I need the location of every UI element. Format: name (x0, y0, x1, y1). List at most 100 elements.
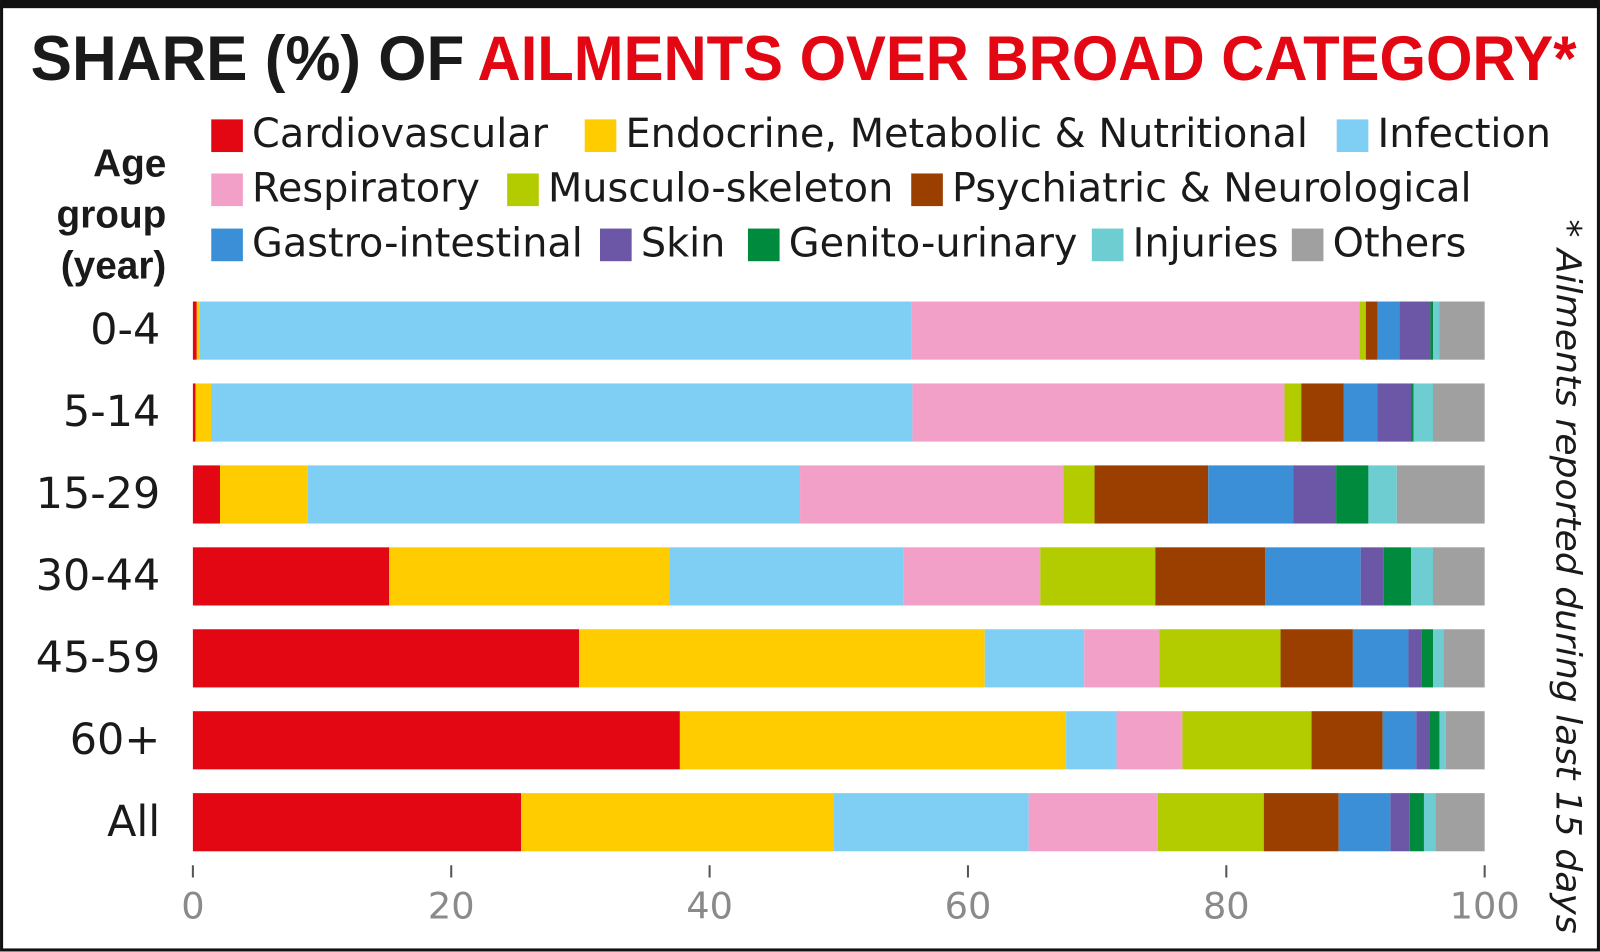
bar-segment (1301, 383, 1344, 442)
top-band (0, 0, 1600, 9)
bar-segment (1311, 711, 1383, 770)
legend-label: Others (1333, 220, 1467, 266)
bar-segment (1028, 793, 1158, 852)
legend-swatch (211, 228, 243, 262)
category-label: 30-44 (36, 551, 161, 601)
bar-segment (1390, 793, 1410, 852)
bar-segment (1338, 793, 1391, 852)
y-axis-label: (year) (61, 245, 167, 288)
x-tick-label: 20 (428, 885, 475, 928)
legend-swatch (1336, 119, 1369, 153)
category-label: 5-14 (63, 387, 160, 437)
category-label: 0-4 (90, 305, 160, 355)
bar-segment (1439, 301, 1485, 360)
bar-segment (1399, 301, 1431, 360)
bar-segment (1265, 547, 1361, 606)
bar-segment (1365, 301, 1378, 360)
bar-segment (195, 383, 211, 442)
legend-label: Gastro-intestinal (252, 220, 583, 266)
bar-segment (199, 301, 912, 360)
bar-segment (1368, 465, 1397, 524)
bar-segment (1157, 793, 1264, 852)
legend-swatch (911, 173, 943, 207)
bar-segment (192, 301, 197, 360)
bar-segment (1432, 547, 1485, 606)
bar-segment (1155, 547, 1266, 606)
bar-segment (1066, 711, 1117, 770)
legend-label: Endocrine, Metabolic & Nutritional (626, 111, 1308, 157)
legend-swatch (747, 228, 780, 262)
legend-swatch (507, 173, 539, 207)
bar-segment (1430, 301, 1433, 360)
chart-title-prefix: SHARE (%) OF (31, 24, 465, 94)
legend-swatch (211, 119, 243, 153)
y-axis-label: Age (93, 143, 166, 186)
bar-segment (192, 629, 580, 688)
bar-segment (1439, 711, 1446, 770)
bar-segment (1284, 383, 1302, 442)
bar-segment (192, 547, 390, 606)
bar-segment (1040, 547, 1156, 606)
bar-segment (1208, 465, 1294, 524)
bar-segment (911, 301, 1360, 360)
bar-segment (1443, 629, 1485, 688)
bar-segment (1063, 465, 1095, 524)
bar-segment (1280, 629, 1353, 688)
bar-segment (1116, 711, 1183, 770)
bar-segment (1336, 465, 1369, 524)
bar-segment (1432, 301, 1440, 360)
category-label: All (107, 797, 160, 847)
legend-swatch (584, 119, 617, 153)
bar-segment (1383, 547, 1412, 606)
bar-segment (1343, 383, 1378, 442)
footnote: * Ailments reported during last 15 days (1547, 219, 1587, 933)
bar-segment (1382, 711, 1417, 770)
bar-segment (800, 465, 1064, 524)
y-axis-label: group (57, 194, 167, 237)
bar-segment (192, 383, 196, 442)
x-tick-label: 80 (1203, 885, 1250, 928)
x-tick-label: 40 (686, 885, 733, 928)
legend-label: Injuries (1133, 220, 1279, 266)
bar-segment (1445, 711, 1485, 770)
legend-swatch (211, 173, 243, 207)
legend-swatch (1091, 228, 1124, 262)
bar-segment (579, 629, 985, 688)
bar-segment (1416, 711, 1430, 770)
bar-segment (1084, 629, 1160, 688)
bar-segment (1359, 301, 1366, 360)
bar-segment (1293, 465, 1337, 524)
bar-segment (669, 547, 904, 606)
x-tick-label: 60 (945, 885, 992, 928)
legend-label: Musculo-skeleton (548, 165, 893, 211)
x-tick-label: 0 (181, 885, 204, 928)
bar-segment (1429, 711, 1440, 770)
bar-segment (1377, 383, 1412, 442)
bar-segment (1421, 629, 1433, 688)
legend-label: Respiratory (252, 165, 480, 211)
bar-segment (1377, 301, 1400, 360)
category-label: 60+ (70, 715, 160, 765)
legend-label: Skin (641, 220, 726, 266)
bar-segment (1094, 465, 1209, 524)
bar-segment (679, 711, 1067, 770)
bar-segment (389, 547, 670, 606)
bar-segment (1263, 793, 1339, 852)
bar-segment (1396, 465, 1485, 524)
bar-segment (1411, 547, 1433, 606)
category-label: 15-29 (36, 469, 161, 519)
bar-segment (984, 629, 1085, 688)
legend-label: Genito-urinary (789, 220, 1078, 266)
bar-segment (1352, 629, 1409, 688)
bar-segment (210, 383, 913, 442)
bar-segment (1413, 383, 1433, 442)
bar-segment (833, 793, 1029, 852)
bar-segment (1182, 711, 1312, 770)
bar-segment (1408, 629, 1422, 688)
bar-segment (1411, 383, 1414, 442)
category-label: 45-59 (36, 633, 161, 683)
x-tick-label: 100 (1450, 885, 1520, 928)
bar-segment (1423, 793, 1436, 852)
bar-segment (912, 383, 1285, 442)
legend-swatch (1291, 228, 1324, 262)
